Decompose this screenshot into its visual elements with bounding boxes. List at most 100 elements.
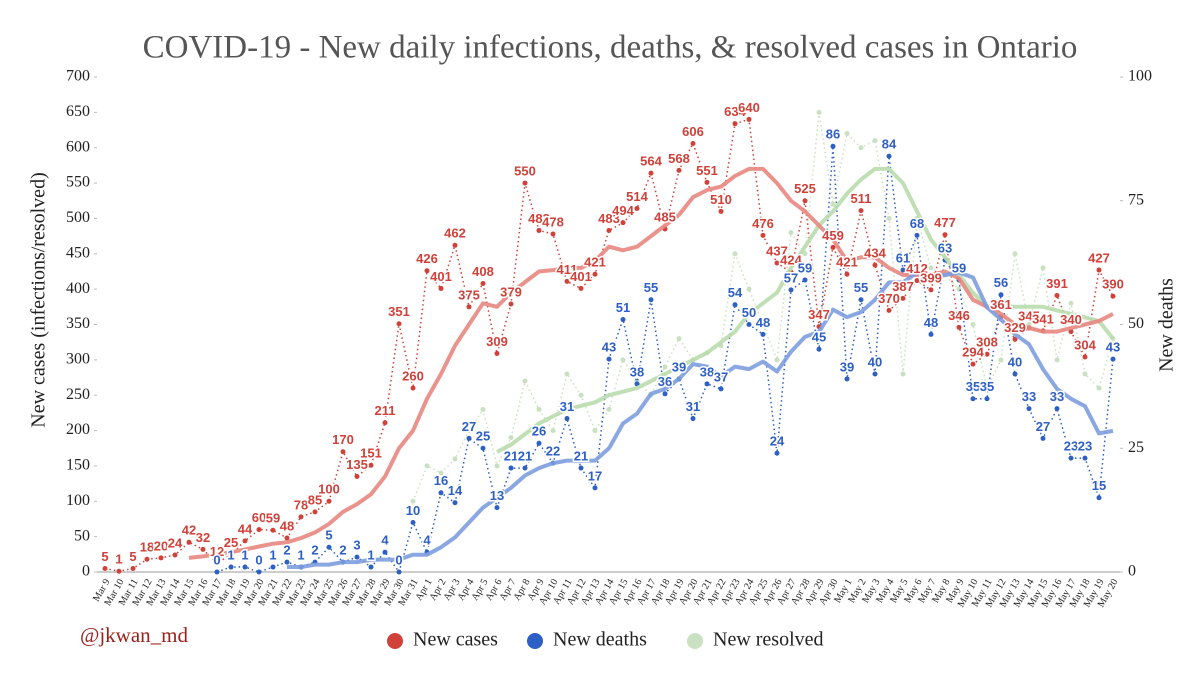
point	[774, 450, 780, 456]
data-label: 68	[910, 216, 924, 231]
data-label: 42	[182, 523, 196, 538]
data-label: 35	[966, 379, 980, 394]
point	[1110, 356, 1116, 362]
point	[606, 406, 612, 412]
data-label: 5	[129, 549, 136, 564]
point	[536, 227, 542, 233]
point	[550, 428, 556, 434]
point	[746, 286, 752, 292]
data-label: 84	[882, 137, 897, 152]
point	[144, 556, 150, 562]
point	[592, 428, 598, 434]
data-label: 427	[1088, 250, 1110, 265]
data-label: 25	[476, 429, 490, 444]
data-label: 0	[213, 552, 220, 567]
data-label: 390	[1102, 277, 1124, 292]
point	[298, 514, 304, 520]
point	[1054, 293, 1060, 299]
point	[718, 208, 724, 214]
data-label: 15	[1092, 478, 1106, 493]
data-label: 476	[752, 216, 774, 231]
data-label: 2	[311, 543, 318, 558]
point	[844, 271, 850, 277]
point	[270, 564, 276, 570]
data-label: 1	[269, 547, 276, 562]
point	[1082, 354, 1088, 360]
point	[1096, 495, 1102, 501]
data-label: 51	[616, 300, 630, 315]
point	[480, 445, 486, 451]
credit: @jkwan_md	[80, 623, 188, 647]
data-label: 4	[381, 533, 389, 548]
legend-swatch	[687, 633, 703, 649]
y-tick-label: 150	[66, 457, 90, 474]
data-label: 100	[318, 482, 340, 497]
data-label: 640	[738, 100, 760, 115]
y2-tick-label: 75	[1128, 191, 1144, 208]
data-label: 260	[402, 369, 424, 384]
point	[592, 485, 598, 491]
data-label: 606	[682, 124, 704, 139]
point	[760, 232, 766, 238]
data-label: 22	[546, 444, 560, 459]
data-label: 170	[332, 432, 354, 447]
point	[396, 321, 402, 327]
data-label: 483	[598, 211, 620, 226]
trend-line	[287, 270, 1114, 569]
data-label: 514	[626, 189, 648, 204]
data-label: 361	[990, 297, 1012, 312]
point	[1026, 406, 1032, 412]
data-label: 56	[994, 275, 1008, 290]
data-label: 48	[280, 518, 294, 533]
point	[354, 554, 360, 560]
point	[564, 278, 570, 284]
point	[172, 552, 178, 558]
data-label: 634	[724, 104, 746, 119]
point	[606, 227, 612, 233]
legend: New cases New deaths New resolved	[387, 629, 824, 651]
data-label: 20	[154, 538, 168, 553]
data-label: 347	[808, 307, 830, 322]
point	[270, 527, 276, 533]
data-label: 27	[462, 419, 476, 434]
data-label: 510	[710, 192, 732, 207]
point	[900, 267, 906, 273]
data-label: 59	[266, 511, 280, 526]
point	[802, 251, 808, 257]
data-label: 45	[812, 330, 826, 345]
data-label: 61	[896, 250, 910, 265]
point	[928, 287, 934, 293]
data-label: 85	[308, 492, 322, 507]
data-label: 78	[294, 497, 308, 512]
point	[648, 297, 654, 303]
data-label: 1	[115, 552, 122, 567]
data-label: 434	[864, 246, 886, 261]
data-label: 23	[1064, 439, 1078, 454]
point	[900, 295, 906, 301]
data-label: 151	[360, 446, 382, 461]
point	[242, 564, 248, 570]
data-label: 437	[766, 243, 788, 258]
point	[214, 569, 220, 575]
data-label: 43	[602, 340, 616, 355]
data-label: 401	[570, 269, 592, 284]
point	[718, 386, 724, 392]
point	[858, 297, 864, 303]
data-label: 459	[822, 228, 844, 243]
data-label: 379	[500, 284, 522, 299]
data-label: 411	[557, 262, 578, 277]
data-label: 17	[588, 468, 602, 483]
point	[466, 428, 472, 434]
point	[928, 331, 934, 337]
data-label: 38	[630, 364, 644, 379]
point	[508, 435, 514, 441]
data-label: 59	[798, 260, 812, 275]
point	[1012, 251, 1018, 257]
point	[886, 215, 892, 221]
data-label: 391	[1046, 276, 1068, 291]
legend-label: New deaths	[553, 629, 647, 651]
point	[578, 392, 584, 398]
data-label: 345	[1018, 308, 1040, 323]
data-label: 43	[1106, 340, 1120, 355]
data-label: 294	[962, 345, 984, 360]
